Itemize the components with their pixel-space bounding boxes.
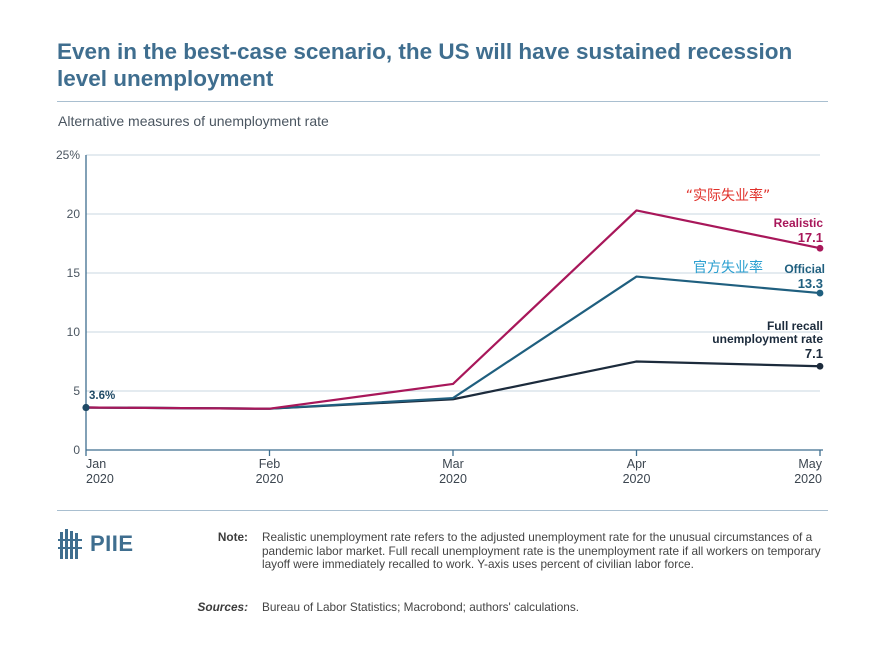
full-recall-end-value: 7.1	[805, 346, 823, 361]
note-label: Note:	[217, 530, 248, 544]
series-labels: 3.6% “实际失业率” Realistic 17.1 官方失业率 Offici…	[89, 187, 825, 402]
start-value-label: 3.6%	[89, 390, 115, 402]
series-group	[82, 209, 824, 412]
note-block: Note: Realistic unemployment rate refers…	[186, 530, 836, 572]
full-recall-name-line1: Full recall	[767, 319, 823, 333]
x-tick-month: Mar	[442, 457, 464, 471]
x-tick-month: Apr	[627, 457, 646, 471]
x-tick-year: 2020	[256, 472, 284, 486]
y-tick-label: 15	[67, 266, 81, 280]
y-tick-label: 25%	[56, 148, 80, 162]
y-tick-label: 0	[73, 443, 80, 457]
chart-title: Even in the best-case scenario, the US w…	[57, 39, 793, 91]
realistic-line	[85, 209, 821, 410]
start-point	[82, 403, 90, 412]
x-tick-month: Feb	[259, 457, 281, 471]
sources-block: Sources: Bureau of Labor Statistics; Mac…	[186, 600, 836, 614]
realistic-end-point	[816, 244, 824, 252]
realistic-cn-annotation: “实际失业率”	[686, 187, 771, 204]
full-recall-unemployment-rate-line	[85, 360, 821, 410]
x-tick-year: 2020	[439, 472, 467, 486]
piie-logo: PIIE	[58, 527, 134, 561]
sources-label: Sources:	[197, 600, 248, 614]
y-tick-label: 5	[73, 384, 80, 398]
realistic-end-value: 17.1	[798, 230, 823, 245]
official-end-point	[816, 289, 824, 297]
official-line	[85, 275, 821, 410]
realistic-series-name: Realistic	[774, 216, 824, 230]
official-series-name: Official	[784, 262, 825, 276]
x-tick-month: Jan	[86, 457, 106, 471]
official-cn-annotation: 官方失业率	[693, 259, 763, 276]
note-text: Realistic unemployment rate refers to th…	[262, 530, 821, 571]
grid-lines	[86, 154, 820, 392]
x-tick-month: May	[798, 457, 822, 471]
y-tick-label: 20	[67, 207, 81, 221]
x-tick-year: 2020	[623, 472, 651, 486]
full-recall-unemployment-rate-end-point	[816, 362, 824, 370]
y-axis-ticks: 0 5 10 15 20 25%	[56, 148, 80, 457]
y-tick-label: 10	[67, 325, 81, 339]
sources-text: Bureau of Labor Statistics; Macrobond; a…	[262, 600, 580, 614]
x-tick-year: 2020	[86, 472, 114, 486]
x-tick-year: 2020	[794, 472, 822, 486]
chart-subtitle: Alternative measures of unemployment rat…	[58, 113, 329, 129]
full-recall-name-line2: unemployment rate	[712, 332, 823, 346]
footer-divider	[57, 510, 828, 511]
title-divider	[57, 101, 828, 102]
logo-text: PIIE	[90, 531, 134, 556]
official-end-value: 13.3	[798, 276, 823, 291]
piie-building-icon	[58, 529, 82, 559]
